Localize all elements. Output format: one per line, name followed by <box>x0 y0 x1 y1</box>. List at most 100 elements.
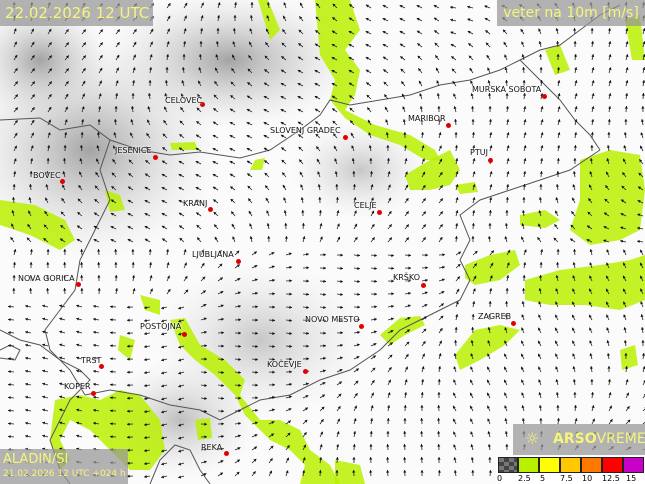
wind-arrow <box>46 274 50 282</box>
wind-arrow <box>98 67 103 74</box>
wind-arrow <box>404 392 408 399</box>
wind-arrow <box>353 253 361 257</box>
wind-arrow <box>178 225 185 230</box>
wind-arrow <box>246 173 253 178</box>
wind-arrow <box>166 28 170 35</box>
wind-arrow <box>11 223 15 230</box>
wind-arrow <box>25 395 32 399</box>
wind-arrow <box>285 470 289 477</box>
wind-arrow <box>452 431 457 438</box>
wind-arrow <box>42 434 49 438</box>
wind-arrow <box>351 145 355 152</box>
wind-arrow <box>419 106 423 113</box>
wind-arrow <box>640 327 644 334</box>
wind-arrow <box>200 28 204 35</box>
wind-arrow <box>281 159 287 165</box>
wind-arrow <box>538 28 542 35</box>
wind-arrow <box>336 431 340 438</box>
wind-arrow <box>606 340 610 347</box>
legend-swatch-calm <box>498 457 518 473</box>
wind-arrow <box>455 314 459 321</box>
wind-arrow <box>387 253 395 257</box>
wind-arrow <box>297 56 304 61</box>
wind-arrow <box>109 344 117 348</box>
wind-arrow <box>538 301 542 308</box>
wind-arrow <box>178 397 185 401</box>
wind-area <box>570 150 645 245</box>
wind-arrow <box>505 105 509 113</box>
city-label: MARIBOR <box>408 114 446 123</box>
wind-arrow <box>471 118 475 126</box>
wind-arrow <box>471 131 475 139</box>
wind-arrow <box>12 287 16 295</box>
wind-arrow <box>469 379 474 386</box>
wind-arrow <box>64 93 69 100</box>
wind-arrow <box>433 30 440 35</box>
wind-arrow <box>537 353 542 360</box>
wind-arrow <box>149 54 153 61</box>
wind-arrow <box>251 318 259 322</box>
wind-arrow <box>608 67 612 74</box>
wind-arrow <box>472 210 476 217</box>
wind-arrow <box>455 171 459 178</box>
wind-arrow <box>623 327 627 334</box>
wind-arrow <box>589 340 593 347</box>
wind-arrow <box>195 173 202 178</box>
wind-arrow <box>63 274 67 282</box>
wind-arrow <box>76 369 83 373</box>
wind-arrow <box>80 248 84 256</box>
wind-arrow <box>365 43 372 48</box>
wind-arrow <box>623 249 627 256</box>
wind-arrow <box>30 106 35 113</box>
wind-arrow <box>421 253 429 257</box>
wind-arrow <box>420 391 424 399</box>
wind-arrow <box>248 210 253 217</box>
wind-arrow <box>433 4 440 9</box>
wind-arrow <box>161 345 168 349</box>
wind-arrow <box>265 28 270 35</box>
wind-arrow <box>586 239 593 243</box>
wind-arrow <box>47 93 52 100</box>
city-label: TRST <box>81 356 102 365</box>
wind-arrow <box>639 275 644 282</box>
wind-arrow <box>95 171 100 178</box>
wind-arrow <box>81 55 87 61</box>
wind-arrow <box>132 41 137 48</box>
wind-arrow <box>234 396 242 400</box>
wind-arrow <box>234 277 241 282</box>
wind-arrow <box>109 331 117 335</box>
wind-arrow <box>639 159 644 165</box>
wind-arrow <box>299 171 304 178</box>
wind-arrow <box>537 236 542 243</box>
wind-arrow <box>285 331 293 335</box>
wind-arrow <box>200 2 204 9</box>
wind-arrow <box>246 134 253 139</box>
wind-arrow <box>161 462 168 466</box>
wind-arrow <box>319 292 327 296</box>
wind-arrow <box>470 366 474 373</box>
wind-arrow <box>438 340 442 347</box>
wind-arrow <box>12 196 16 204</box>
wind-arrow <box>149 275 153 282</box>
wind-arrow <box>301 222 305 230</box>
wind-arrow <box>44 197 49 204</box>
wind-arrow <box>353 392 358 399</box>
wind-arrow <box>333 145 338 152</box>
wind-arrow <box>403 469 407 477</box>
wind-arrow <box>319 444 323 451</box>
wind-arrow <box>97 118 101 126</box>
wind-arrow <box>605 171 610 178</box>
city-dot <box>76 282 81 287</box>
wind-arrow <box>178 345 185 349</box>
wind-arrow <box>76 343 83 347</box>
wind-arrow <box>368 132 372 139</box>
wind-arrow <box>487 353 491 360</box>
wind-arrow <box>487 418 491 425</box>
city-label: REKA <box>201 443 223 452</box>
wind-arrow <box>285 432 291 438</box>
wind-arrow <box>195 160 202 165</box>
wind-arrow <box>13 67 18 74</box>
wind-arrow <box>353 330 360 334</box>
